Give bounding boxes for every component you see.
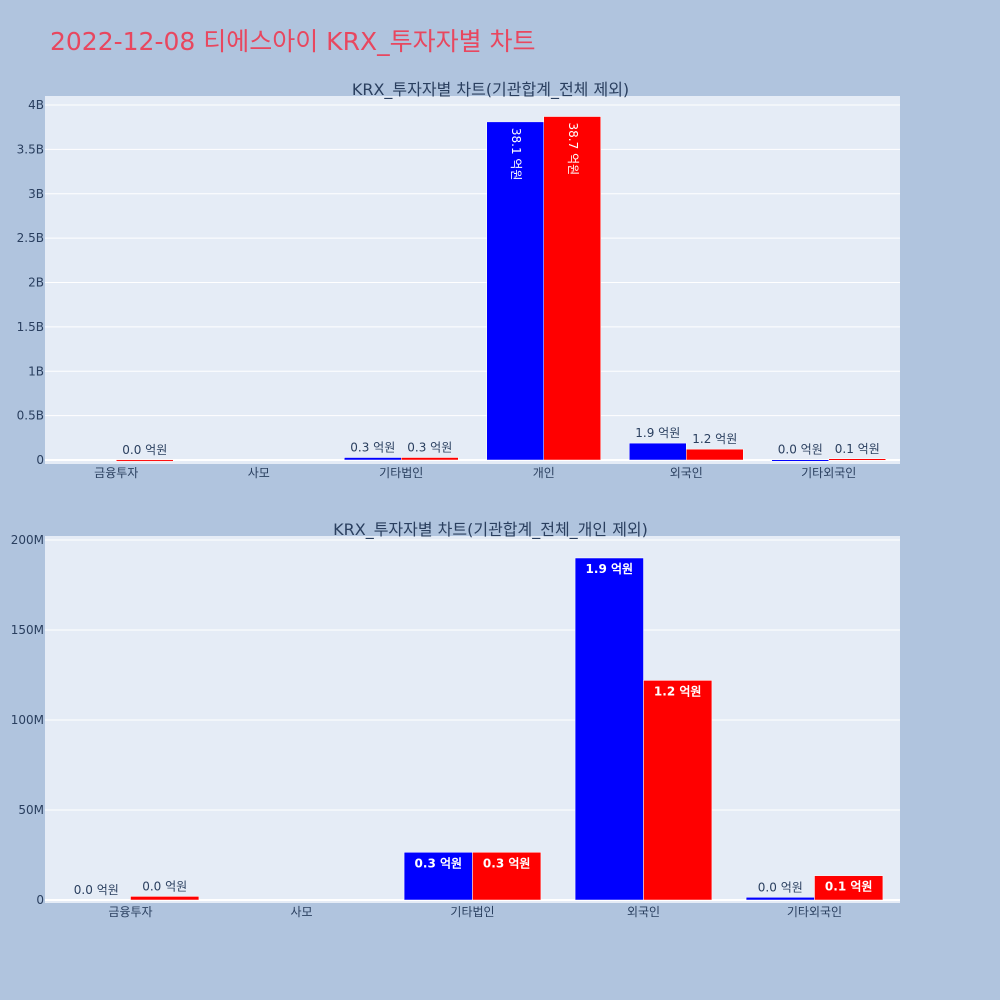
chart2-bar (814, 875, 884, 901)
chart2-bar (745, 897, 815, 901)
chart2-x-tick-label: 기타외국인 (787, 905, 842, 919)
chart2-y-tick-label: 150M (11, 623, 44, 637)
chart1-y-tick-label: 1.5B (17, 320, 44, 334)
chart1-y-tick-label: 1B (28, 364, 44, 378)
chart1-y-tick-label: 3.5B (17, 142, 44, 156)
chart2-data-label: 0.3 억원 (483, 856, 531, 870)
chart1-title: KRX_투자자별 차트(기관합계_전체 제외) (352, 80, 629, 100)
chart1-x-tick-label: 개인 (533, 466, 555, 480)
chart2-x-tick-label: 사모 (290, 905, 312, 919)
chart1-data-label: 1.9 억원 (635, 426, 680, 440)
chart2-data-label: 1.9 억원 (586, 562, 634, 576)
chart2-x-tick-label: 외국인 (627, 905, 660, 919)
chart2-y-tick-label: 100M (11, 713, 44, 727)
chart1-y-tick-label: 0 (36, 453, 44, 467)
chart1-bar (543, 116, 601, 461)
chart2-data-label: 1.2 억원 (654, 684, 702, 698)
chart1-data-label: 38.7 억원 (566, 123, 580, 176)
page-title: 2022-12-08 티에스아이 KRX_투자자별 차트 (50, 27, 536, 56)
chart1-y-tick-label: 2.5B (17, 231, 44, 245)
chart2-y-tick-label: 50M (18, 803, 44, 817)
chart2-y-tick-label: 0 (36, 893, 44, 907)
chart1-bar (686, 448, 744, 461)
chart1-data-label: 38.1 억원 (509, 128, 523, 181)
chart1-y-tick-label: 2B (28, 276, 44, 290)
chart2-title: KRX_투자자별 차트(기관합계_전체_개인 제외) (333, 520, 648, 540)
chart1-x-tick-label: 금융투자 (94, 466, 138, 480)
chart2-bar (472, 852, 542, 901)
chart1-y-tick-label: 3B (28, 187, 44, 201)
chart1-bar (344, 457, 402, 461)
chart1-x-tick-label: 사모 (248, 466, 270, 480)
chart1-bar (629, 442, 687, 461)
chart1-y-tick-label: 4B (28, 98, 44, 112)
chart1-x-tick-label: 기타법인 (379, 466, 423, 480)
chart1-x-tick-label: 외국인 (670, 466, 703, 480)
chart1-data-label: 1.2 억원 (692, 432, 737, 446)
chart1-plot-area (45, 96, 900, 464)
chart1-bar (401, 457, 459, 461)
chart2-y-tick-label: 200M (11, 533, 44, 547)
chart1-data-label: 0.3 억원 (350, 441, 395, 455)
chart2-data-label: 0.1 억원 (825, 880, 873, 894)
chart1-data-label: 0.3 억원 (407, 441, 452, 455)
chart2-x-tick-label: 금융투자 (108, 905, 152, 919)
chart2-data-label: 0.0 억원 (142, 879, 187, 893)
chart1-bar (486, 121, 544, 461)
chart1-data-label: 0.0 억원 (122, 443, 167, 457)
chart1-bar (828, 458, 886, 461)
chart2-bar (403, 852, 473, 901)
chart1-data-label: 0.1 억원 (835, 442, 880, 456)
chart1-bar (771, 459, 829, 462)
chart1-bar (116, 459, 174, 462)
chart2-data-label: 0.0 억원 (758, 880, 803, 894)
chart2-data-label: 0.0 억원 (74, 883, 119, 897)
chart1-data-label: 0.0 억원 (778, 443, 823, 457)
chart2-data-label: 0.3 억원 (415, 856, 463, 870)
chart1-y-tick-label: 0.5B (17, 409, 44, 423)
chart2-bar (574, 557, 644, 901)
chart2-x-tick-label: 기타법인 (450, 905, 494, 919)
chart2-bar (130, 896, 200, 901)
chart1-x-tick-label: 기타외국인 (801, 466, 856, 480)
chart2-bar (643, 680, 713, 901)
